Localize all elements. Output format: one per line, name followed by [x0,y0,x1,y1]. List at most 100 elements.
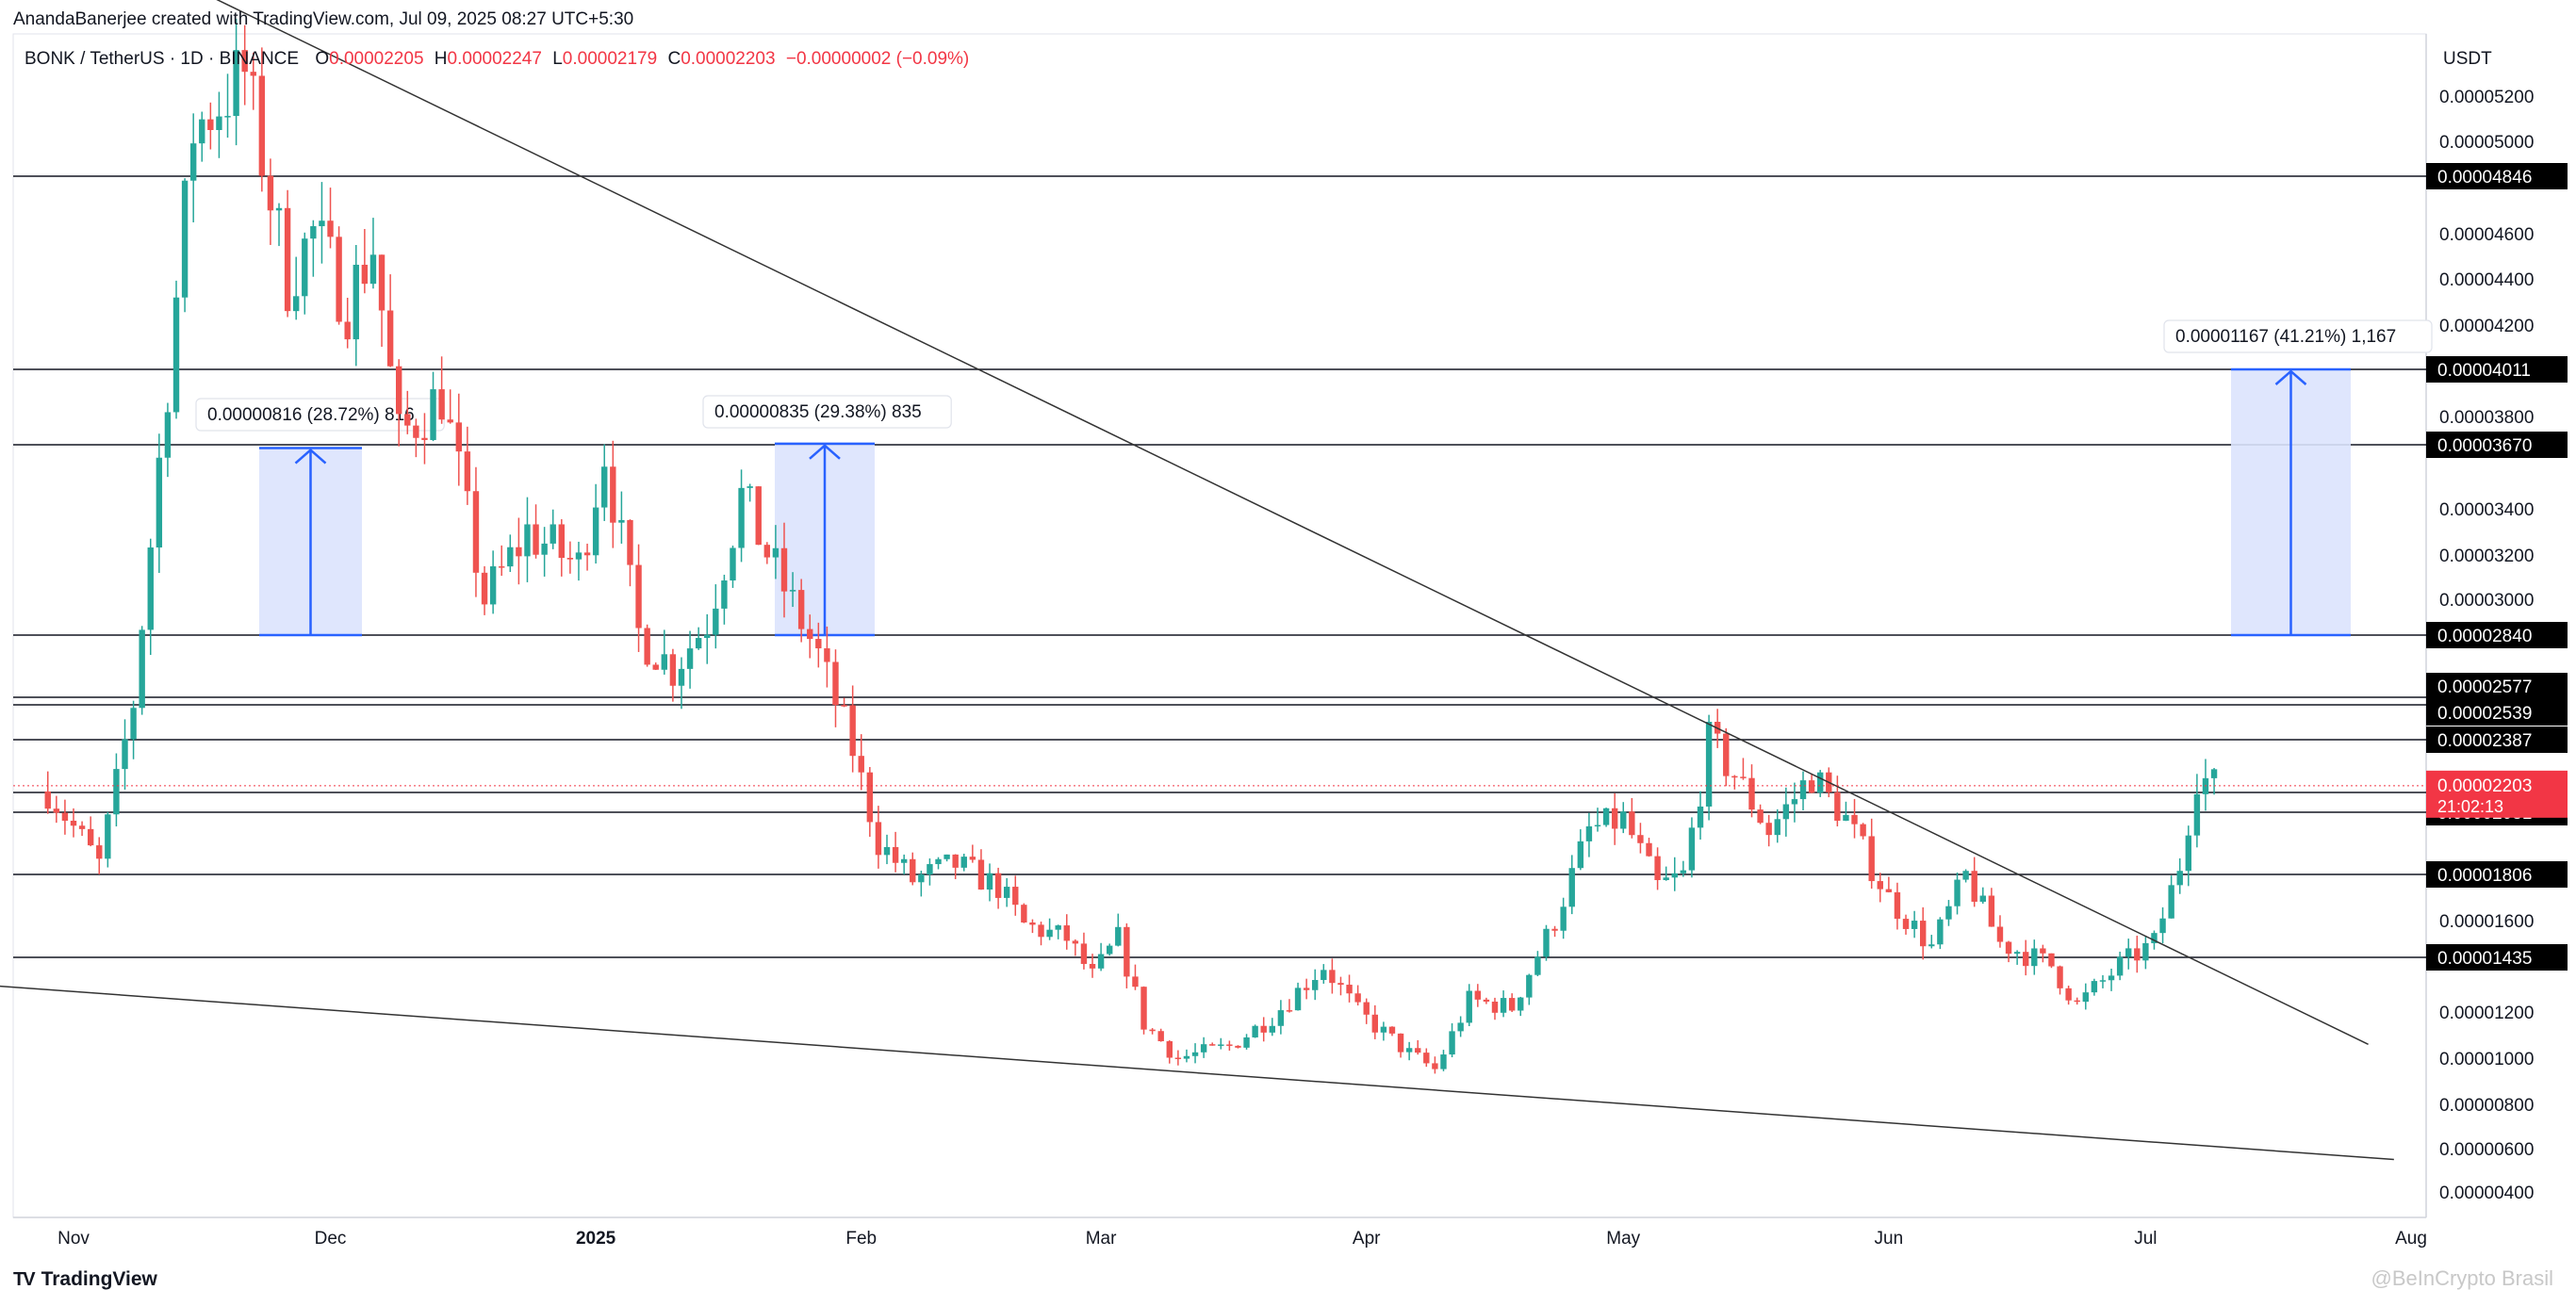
candle [935,857,942,870]
candle-body [994,873,1002,898]
trendline-support[interactable] [0,975,2394,1161]
candle-body [344,321,351,340]
candle-body [199,119,205,144]
candle [1226,1040,1233,1051]
candle-body [1337,983,1344,986]
candle-body [1731,775,1738,778]
currency-label[interactable]: USDT [2443,49,2492,69]
candle [1209,1042,1216,1046]
level-price-tag: 0.00004846 [2426,163,2568,189]
candle [550,509,556,549]
candle [189,113,197,222]
trendlines[interactable] [0,0,2394,1161]
candle-body [524,524,531,557]
candle-body [2151,933,2158,943]
candle [927,858,933,886]
candle [841,697,847,708]
candle [1518,996,1524,1017]
tradingview-brand[interactable]: TV TradingView [13,1268,157,1291]
candle [2074,997,2080,1005]
trendline-descending-resistance[interactable] [40,0,2369,1045]
tag-label: 0.00001435 [2437,949,2532,969]
close-label: C [667,49,681,69]
horizontal-levels[interactable] [13,175,2426,958]
candle-body [1329,970,1336,984]
candle [1928,935,1935,949]
candle-body [1843,814,1849,822]
open-label: O [315,49,330,69]
level-price-tag: 0.00002577 [2426,673,2568,699]
candle [1868,818,1875,890]
candle [1782,787,1790,837]
candle [139,626,145,715]
tag-label: 0.00001806 [2437,866,2532,886]
candle [105,811,111,868]
measure-tools[interactable]: 0.00000816 (28.72%) 816 0.00000835 (29.38… [195,319,2433,637]
candle-body [1637,835,1644,843]
candle-body [1551,928,1558,931]
candle-body [730,547,736,581]
candle-body [1277,1010,1285,1026]
candle-body [2116,956,2124,976]
candle [755,485,762,546]
level-price-tag: 0.00002539 [2426,699,2568,726]
price-tick-label: 0.00000600 [2439,1140,2534,1160]
candle [164,402,172,478]
price-tick-label: 0.00001600 [2439,912,2534,932]
candle [969,844,976,863]
tag-label: 0.00002577 [2437,677,2532,697]
candle [113,753,120,827]
candle [1877,873,1883,903]
candle [1551,925,1558,938]
candle [2142,935,2149,970]
candle-body [1286,1010,1293,1012]
candle [1534,951,1541,977]
measure-box[interactable]: 0.00001167 (41.21%) 1,167 [2163,319,2433,637]
candle [892,831,899,873]
candle [2210,768,2218,795]
candle-body [275,207,283,211]
measure-box[interactable]: 0.00000816 (28.72%) 816 [195,398,445,637]
candle [344,298,351,349]
candle [1243,1034,1250,1050]
candle-body [721,580,728,609]
candle-body [516,547,522,557]
candle-body [1594,824,1601,827]
candle [1449,1022,1455,1058]
candle-body [1585,825,1593,841]
candle [2185,825,2192,887]
symbol-label[interactable]: BONK / TetherUS · 1D · BINANCE [25,49,300,69]
candle-body [960,857,967,868]
candle-body [1346,985,1353,994]
candle [1602,808,1610,827]
candle [1354,985,1361,1006]
candle [1003,877,1010,907]
candle [1757,804,1764,824]
candle-body [1055,925,1061,930]
candle [1962,869,1969,883]
candle-body [1697,806,1704,828]
candle [44,771,51,814]
candle [2040,944,2046,963]
candle [952,854,959,880]
candle [319,182,325,264]
candle-body [224,116,231,118]
candle [1808,774,1815,793]
candle-body [327,220,334,237]
candle-body [1226,1044,1233,1046]
candle-body [686,648,694,669]
candle-body [1252,1025,1258,1037]
candle [1388,1026,1396,1037]
candle [147,538,154,656]
price-tick-label: 0.00000800 [2439,1096,2534,1116]
candle [1157,1028,1164,1042]
time-axis[interactable]: Nov Dec 2025 Feb Mar Apr May Jun Jul Aug [57,1229,2427,1249]
candle-body [464,451,471,492]
candle [172,280,180,419]
tag-bg [2426,432,2568,458]
price-axis[interactable]: 0.00000400 0.00000600 0.00000800 0.00001000… [2439,88,2534,1203]
measure-box[interactable]: 0.00000835 (29.38%) 835 [702,395,952,637]
candle [780,522,788,618]
candle-body [207,119,214,130]
